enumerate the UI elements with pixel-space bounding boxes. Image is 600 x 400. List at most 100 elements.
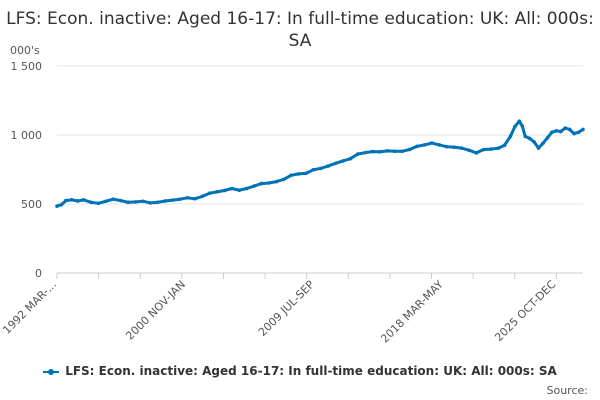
data-point xyxy=(467,148,471,152)
data-point xyxy=(563,126,568,130)
data-point xyxy=(200,194,205,199)
data-point xyxy=(378,150,382,154)
legend[interactable]: LFS: Econ. inactive: Aged 16-17: In full… xyxy=(0,364,600,378)
data-point xyxy=(148,201,153,205)
data-point xyxy=(444,144,449,149)
data-point xyxy=(118,198,123,203)
x-axis: 1992 MAR-... 2000 NOV-JAN 2009 JUL-SEP 2018… xyxy=(0,272,583,346)
data-point xyxy=(75,199,80,203)
data-point xyxy=(400,149,405,154)
data-point xyxy=(89,200,93,205)
data-point xyxy=(259,181,264,186)
data-point xyxy=(311,167,316,172)
data-point xyxy=(363,150,367,155)
data-point xyxy=(513,124,517,129)
legend-marker-icon xyxy=(43,368,60,375)
series-line xyxy=(55,119,585,208)
chart-title: LFS: Econ. inactive: Aged 16-17: In full… xyxy=(6,9,594,51)
series-layer xyxy=(55,119,585,208)
data-point xyxy=(274,179,279,184)
data-point xyxy=(502,143,507,148)
data-point xyxy=(430,141,434,145)
x-tick-label: 2025 OCT-DEC xyxy=(492,278,558,344)
data-point xyxy=(252,184,256,188)
data-point xyxy=(523,134,528,139)
data-point xyxy=(554,129,559,133)
x-tick-label: 1992 MAR-... xyxy=(0,278,59,337)
data-point xyxy=(581,127,585,132)
data-point xyxy=(393,149,397,154)
y-tick-label: 1 000 xyxy=(11,129,43,142)
data-point xyxy=(170,198,175,202)
data-point xyxy=(527,136,532,141)
data-point xyxy=(541,141,545,146)
data-point xyxy=(489,147,493,151)
data-point xyxy=(576,130,581,135)
x-tick-label: 2018 MAR-MAY xyxy=(378,278,446,346)
data-point xyxy=(572,131,576,136)
data-point xyxy=(326,164,330,168)
data-point xyxy=(532,140,536,144)
data-point xyxy=(304,171,308,176)
y-tick-label: 500 xyxy=(21,198,42,211)
y-axis-unit-label: 000's xyxy=(10,44,40,57)
data-point xyxy=(163,199,167,203)
data-point xyxy=(237,188,242,192)
data-point xyxy=(70,198,74,202)
data-point xyxy=(222,188,227,193)
data-point xyxy=(496,146,501,150)
y-axis-ticks: 0 500 1 000 1 500 xyxy=(11,60,43,280)
data-point xyxy=(230,186,234,191)
data-point xyxy=(550,130,554,135)
data-point xyxy=(536,146,541,150)
data-point xyxy=(96,201,101,206)
data-point xyxy=(407,147,412,152)
data-point xyxy=(207,191,212,196)
data-point xyxy=(341,159,345,163)
data-point xyxy=(111,197,116,201)
data-point xyxy=(59,202,64,207)
data-point xyxy=(185,195,190,200)
data-point xyxy=(289,173,293,178)
data-point xyxy=(333,161,338,166)
data-point xyxy=(141,199,145,204)
data-point xyxy=(178,197,182,201)
data-point xyxy=(81,198,86,202)
data-point xyxy=(215,190,219,194)
data-point xyxy=(481,147,486,152)
data-point xyxy=(192,196,197,201)
data-point xyxy=(267,181,271,185)
data-point xyxy=(437,143,442,147)
data-point xyxy=(558,129,563,134)
data-point xyxy=(133,200,138,204)
legend-label: LFS: Econ. inactive: Aged 16-17: In full… xyxy=(65,364,557,378)
data-point xyxy=(385,149,390,153)
data-point xyxy=(355,152,360,156)
x-tick-label: 2009 JUL-SEP xyxy=(256,278,317,339)
data-point xyxy=(545,135,550,140)
data-point xyxy=(415,144,419,149)
data-point xyxy=(370,149,375,154)
data-point xyxy=(296,172,301,176)
y-tick-label: 1 500 xyxy=(11,60,43,73)
data-point xyxy=(508,134,513,139)
data-point xyxy=(281,177,286,182)
data-point xyxy=(104,199,108,204)
data-point xyxy=(155,200,160,205)
data-point xyxy=(517,119,522,123)
data-point xyxy=(244,186,249,191)
data-point xyxy=(126,200,130,205)
data-point xyxy=(55,204,59,208)
data-point xyxy=(520,124,525,128)
y-tick-label: 0 xyxy=(35,267,42,280)
x-tick-label: 2000 NOV-JAN xyxy=(123,278,188,343)
data-point xyxy=(422,143,427,147)
data-point xyxy=(348,156,353,161)
data-point xyxy=(567,127,572,132)
data-point xyxy=(452,145,456,149)
source-label: Source: xyxy=(546,384,589,397)
data-point xyxy=(459,146,464,150)
data-point xyxy=(318,166,323,171)
data-point xyxy=(64,198,68,203)
